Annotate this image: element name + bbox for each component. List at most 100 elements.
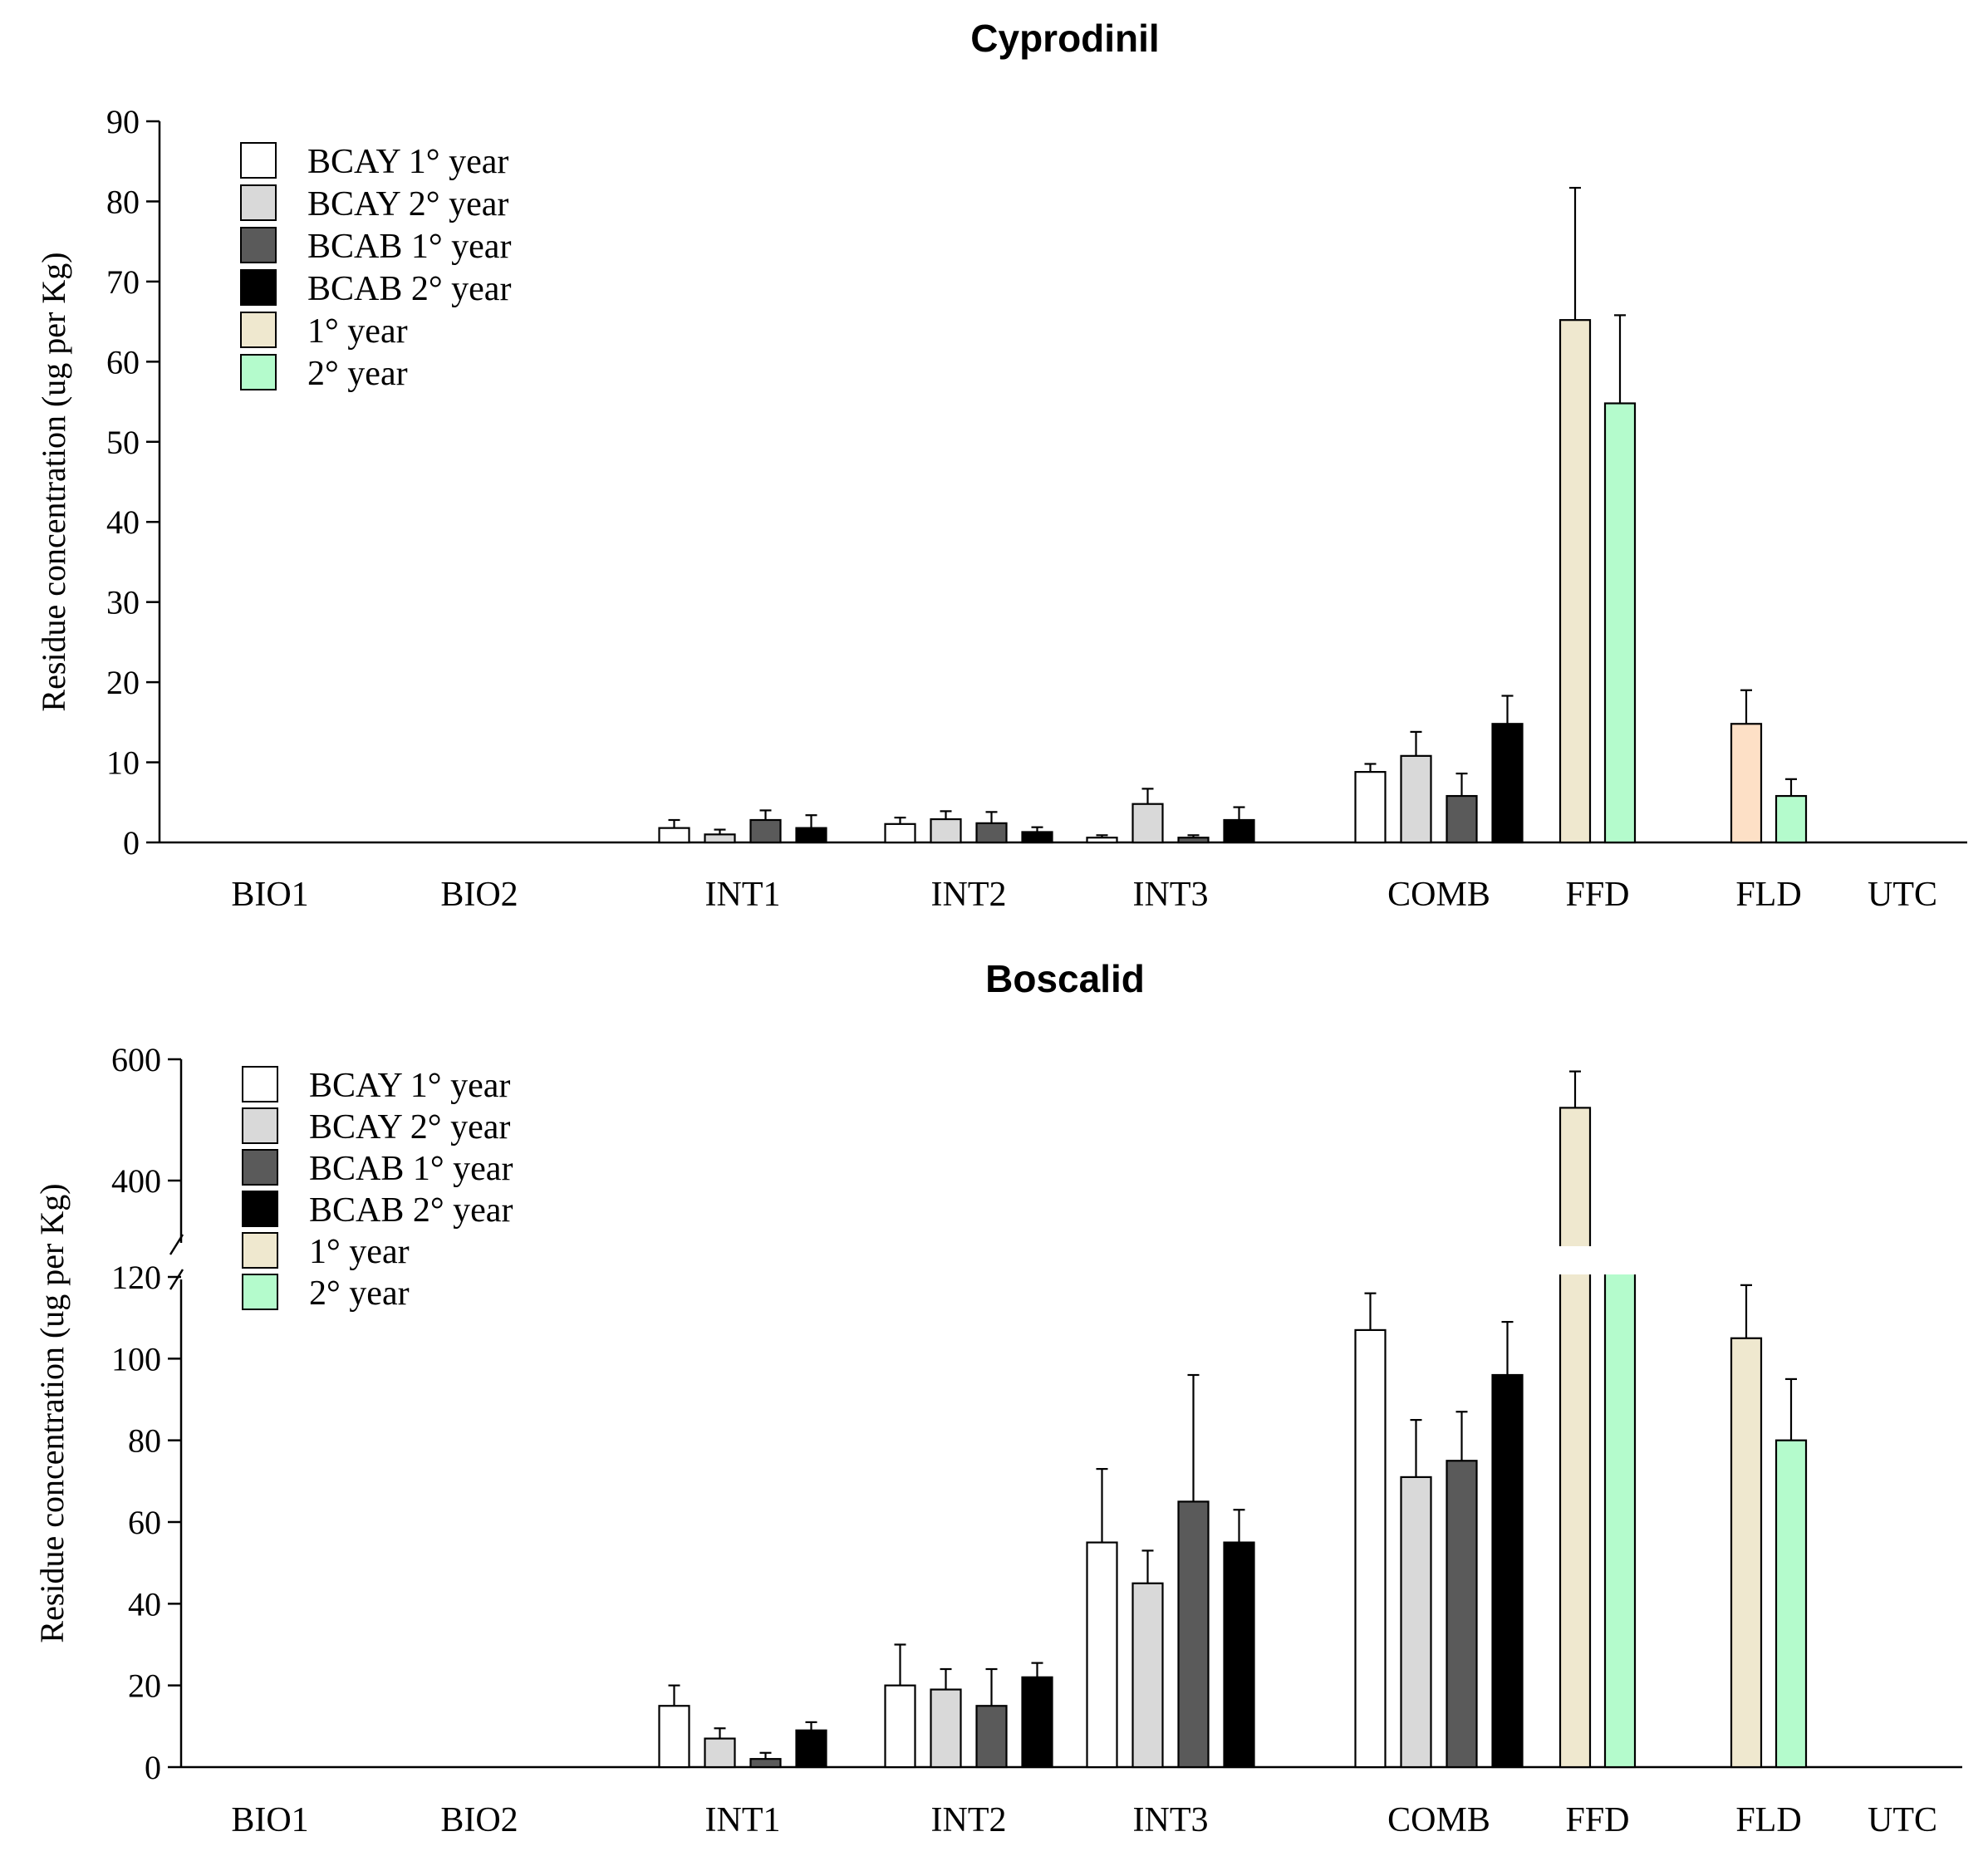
bar xyxy=(1177,837,1210,844)
category-label: COMB xyxy=(1387,1801,1490,1839)
y-tick-label: 40 xyxy=(106,503,140,541)
y-tick-label: 90 xyxy=(106,103,140,140)
bar xyxy=(1603,402,1637,844)
legend-label: 2° year xyxy=(307,355,408,393)
legend-label: BCAB 1° year xyxy=(307,228,511,266)
bar xyxy=(658,1705,690,1769)
bar xyxy=(884,1684,916,1769)
legend-swatch xyxy=(240,184,277,221)
category-label: INT2 xyxy=(931,1801,1007,1839)
bar xyxy=(795,827,827,844)
bar xyxy=(975,822,1008,844)
y-tick-label: 80 xyxy=(106,183,140,220)
y-tick-label: 600 xyxy=(111,1041,161,1078)
chart-panel-1: Boscalid Residue concentration (ug per Kg… xyxy=(33,957,1962,1839)
bar xyxy=(930,1688,962,1769)
legend-label: BCAY 1° year xyxy=(309,1067,510,1105)
bar xyxy=(1730,1337,1763,1769)
bar xyxy=(1223,818,1255,844)
bar xyxy=(795,1729,827,1769)
bar xyxy=(1086,1541,1118,1769)
legend-swatch xyxy=(242,1107,278,1144)
category-label: BIO1 xyxy=(231,876,308,914)
legend-swatch xyxy=(242,1274,278,1310)
chart-panel-0: Cyprodinil Residue concentration (ug per … xyxy=(35,17,1967,914)
category-label: BIO2 xyxy=(440,876,518,914)
bar xyxy=(1021,831,1053,844)
legend-label: BCAB 1° year xyxy=(309,1150,513,1188)
y-tick-label: 40 xyxy=(128,1585,161,1623)
category-label: BIO1 xyxy=(231,1801,308,1839)
legend-swatch xyxy=(240,227,277,263)
y-tick-label: 120 xyxy=(111,1259,161,1296)
legend-label: 1° year xyxy=(309,1233,410,1271)
bar xyxy=(1774,1439,1808,1769)
category-label: FLD xyxy=(1735,1801,1801,1839)
bar xyxy=(1774,794,1808,844)
bar xyxy=(1491,1373,1524,1769)
axis-break-mark xyxy=(169,1234,184,1255)
bar xyxy=(1354,1328,1387,1769)
axis-break-mark xyxy=(169,1269,184,1290)
bar xyxy=(1021,1676,1053,1769)
category-label: FFD xyxy=(1565,876,1629,914)
category-label: UTC xyxy=(1868,1801,1937,1839)
legend-label: BCAY 2° year xyxy=(309,1108,510,1147)
y-tick-label: 50 xyxy=(106,424,140,461)
legend-label: BCAB 2° year xyxy=(307,270,511,308)
y-tick-label: 0 xyxy=(123,824,140,862)
bar xyxy=(749,818,782,844)
y-tick-label: 30 xyxy=(106,584,140,621)
legend-swatch xyxy=(240,312,277,348)
category-label: FFD xyxy=(1565,1801,1629,1839)
bar xyxy=(1223,1541,1255,1769)
bar xyxy=(1400,1476,1432,1769)
legend-swatch xyxy=(240,142,277,179)
category-label: FLD xyxy=(1735,876,1801,914)
legend-label: 2° year xyxy=(309,1274,410,1313)
bar xyxy=(1400,754,1432,844)
legend-swatch xyxy=(242,1149,278,1186)
bar xyxy=(1086,837,1118,844)
legend-swatch xyxy=(240,354,277,390)
bar xyxy=(1558,1107,1592,1769)
category-label: INT1 xyxy=(705,876,781,914)
chart-title: Boscalid xyxy=(985,957,1145,1000)
category-label: BIO2 xyxy=(440,1801,518,1839)
legend-swatch xyxy=(242,1232,278,1269)
bar xyxy=(1131,803,1164,844)
legend-swatch xyxy=(242,1066,278,1102)
y-tick-label: 70 xyxy=(106,263,140,301)
legend-swatch xyxy=(240,269,277,306)
y-axis-title: Residue concentration (ug per Kg) xyxy=(33,1183,71,1642)
legend-label: BCAY 1° year xyxy=(307,143,508,181)
category-label: INT2 xyxy=(931,876,1007,914)
y-tick-label: 80 xyxy=(128,1422,161,1460)
bar xyxy=(749,1758,782,1769)
bar xyxy=(884,822,916,844)
legend-label: BCAY 2° year xyxy=(307,185,508,223)
bar xyxy=(1354,771,1387,844)
bar xyxy=(704,833,736,844)
y-tick-label: 10 xyxy=(106,744,140,782)
bar xyxy=(975,1705,1008,1769)
bar xyxy=(1131,1582,1164,1769)
bar xyxy=(704,1737,736,1769)
y-tick-label: 60 xyxy=(128,1504,161,1541)
bar xyxy=(1603,1246,1637,1769)
y-tick-label: 20 xyxy=(128,1667,161,1705)
bar xyxy=(1446,794,1478,844)
bar xyxy=(1730,723,1763,844)
category-label: UTC xyxy=(1868,876,1937,914)
bar xyxy=(1558,319,1592,844)
category-label: COMB xyxy=(1387,876,1490,914)
y-tick-label: 60 xyxy=(106,343,140,381)
category-label: INT3 xyxy=(1133,1801,1209,1839)
y-tick-label: 400 xyxy=(111,1162,161,1200)
y-tick-label: 100 xyxy=(111,1340,161,1377)
legend-label: 1° year xyxy=(307,312,408,351)
y-tick-label: 0 xyxy=(145,1749,161,1786)
chart-title: Cyprodinil xyxy=(970,17,1159,60)
legend-swatch xyxy=(242,1191,278,1227)
